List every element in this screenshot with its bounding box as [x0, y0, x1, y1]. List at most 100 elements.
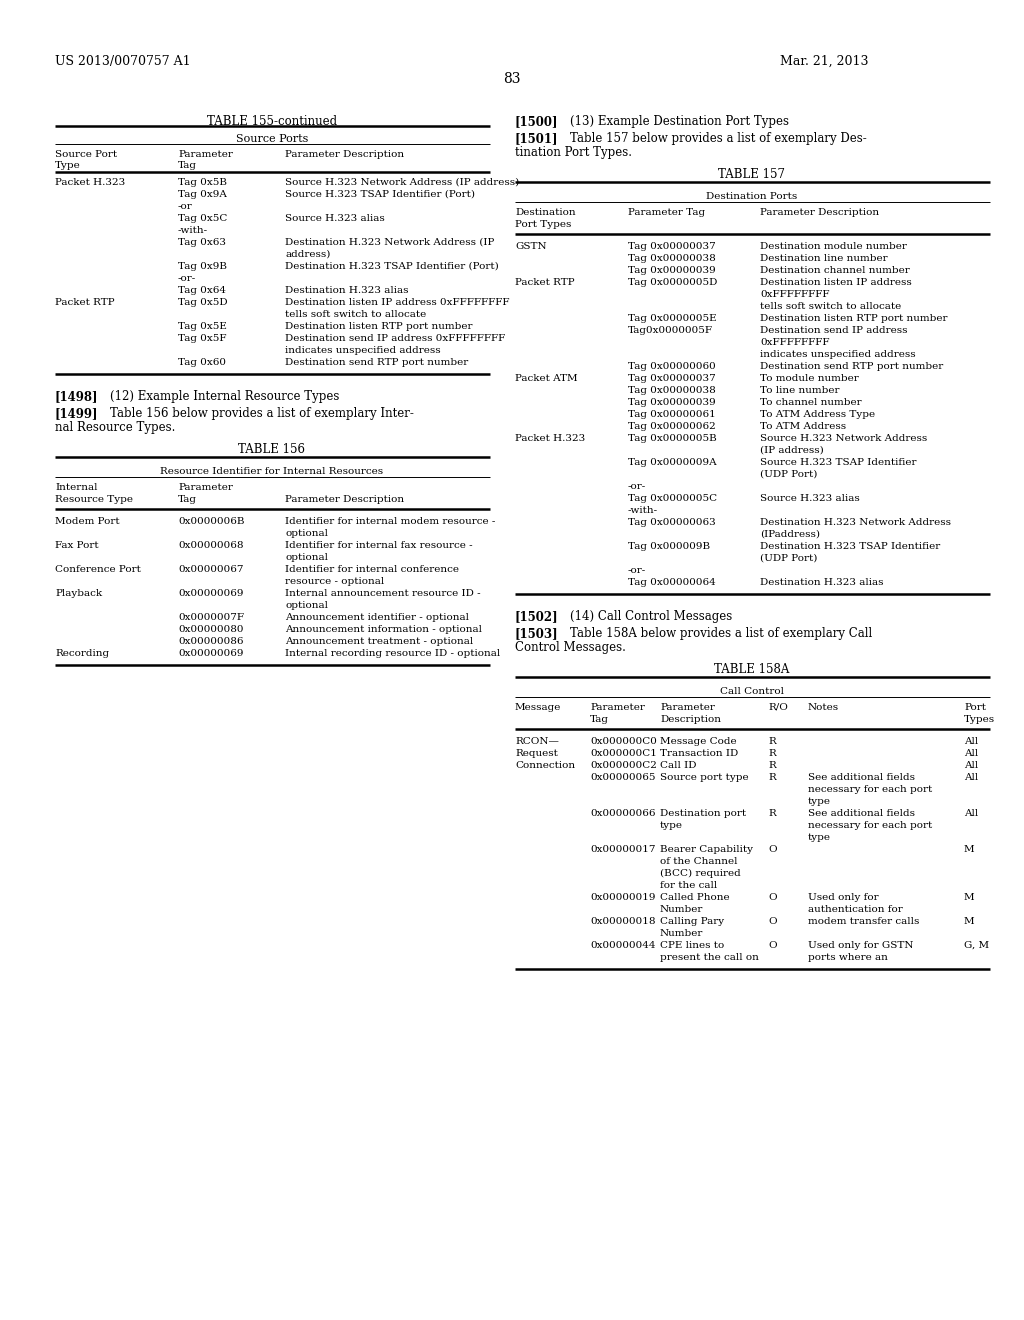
Text: Port Types: Port Types: [515, 220, 571, 228]
Text: Description: Description: [660, 715, 721, 723]
Text: (12) Example Internal Resource Types: (12) Example Internal Resource Types: [110, 389, 339, 403]
Text: Source H.323 TSAP Identifier (Port): Source H.323 TSAP Identifier (Port): [285, 190, 475, 199]
Text: Parameter: Parameter: [660, 704, 715, 711]
Text: All: All: [964, 762, 978, 770]
Text: Identifier for internal conference: Identifier for internal conference: [285, 565, 459, 574]
Text: Tag 0x5C: Tag 0x5C: [178, 214, 227, 223]
Text: [1501]: [1501]: [515, 132, 558, 145]
Text: Call Control: Call Control: [720, 686, 784, 696]
Text: R: R: [768, 762, 776, 770]
Text: Number: Number: [660, 906, 703, 913]
Text: Destination send IP address 0xFFFFFFFF: Destination send IP address 0xFFFFFFFF: [285, 334, 505, 343]
Text: 0x000000C1: 0x000000C1: [590, 748, 656, 758]
Text: Identifier for internal fax resource -: Identifier for internal fax resource -: [285, 541, 473, 550]
Text: Source H.323 alias: Source H.323 alias: [285, 214, 385, 223]
Text: Mar. 21, 2013: Mar. 21, 2013: [780, 55, 868, 69]
Text: To ATM Address Type: To ATM Address Type: [760, 411, 876, 418]
Text: Tag 0x64: Tag 0x64: [178, 286, 226, 294]
Text: Destination port: Destination port: [660, 809, 746, 818]
Text: Packet ATM: Packet ATM: [515, 374, 578, 383]
Text: optional: optional: [285, 529, 328, 539]
Text: M: M: [964, 845, 975, 854]
Text: Destination H.323 TSAP Identifier: Destination H.323 TSAP Identifier: [760, 543, 940, 550]
Text: tination Port Types.: tination Port Types.: [515, 147, 632, 158]
Text: Tag: Tag: [590, 715, 609, 723]
Text: Tag 0x63: Tag 0x63: [178, 238, 226, 247]
Text: Number: Number: [660, 929, 703, 939]
Text: O: O: [768, 845, 776, 854]
Text: 0x0000006B: 0x0000006B: [178, 517, 245, 525]
Text: Transaction ID: Transaction ID: [660, 748, 738, 758]
Text: Destination listen IP address: Destination listen IP address: [760, 279, 911, 286]
Text: Type: Type: [55, 161, 81, 170]
Text: 0x00000019: 0x00000019: [590, 894, 655, 902]
Text: Destination line number: Destination line number: [760, 253, 888, 263]
Text: Parameter: Parameter: [178, 483, 232, 492]
Text: Tag 0x0000009A: Tag 0x0000009A: [628, 458, 717, 467]
Text: Tag 0x00000037: Tag 0x00000037: [628, 374, 716, 383]
Text: present the call on: present the call on: [660, 953, 759, 962]
Text: 0x000000C0: 0x000000C0: [590, 737, 656, 746]
Text: 0x00000018: 0x00000018: [590, 917, 655, 927]
Text: Tag 0x00000038: Tag 0x00000038: [628, 253, 716, 263]
Text: 0x00000086: 0x00000086: [178, 638, 244, 645]
Text: of the Channel: of the Channel: [660, 857, 737, 866]
Text: 0x000000C2: 0x000000C2: [590, 762, 656, 770]
Text: Parameter Description: Parameter Description: [285, 150, 404, 158]
Text: O: O: [768, 941, 776, 950]
Text: Tag 0x00000060: Tag 0x00000060: [628, 362, 716, 371]
Text: [1498]: [1498]: [55, 389, 98, 403]
Text: To channel number: To channel number: [760, 399, 861, 407]
Text: Resource Type: Resource Type: [55, 495, 133, 504]
Text: type: type: [808, 833, 831, 842]
Text: [1499]: [1499]: [55, 407, 98, 420]
Text: 83: 83: [503, 73, 521, 86]
Text: ports where an: ports where an: [808, 953, 888, 962]
Text: O: O: [768, 894, 776, 902]
Text: Destination send RTP port number: Destination send RTP port number: [285, 358, 468, 367]
Text: Used only for: Used only for: [808, 894, 879, 902]
Text: (UDP Port): (UDP Port): [760, 470, 817, 479]
Text: Tag 0x00000038: Tag 0x00000038: [628, 385, 716, 395]
Text: (IPaddress): (IPaddress): [760, 531, 820, 539]
Text: Tag 0x5F: Tag 0x5F: [178, 334, 226, 343]
Text: 0x00000080: 0x00000080: [178, 624, 244, 634]
Text: 0xFFFFFFFF: 0xFFFFFFFF: [760, 290, 829, 300]
Text: All: All: [964, 809, 978, 818]
Text: Destination module number: Destination module number: [760, 242, 907, 251]
Text: type: type: [660, 821, 683, 830]
Text: Destination Ports: Destination Ports: [707, 191, 798, 201]
Text: Destination H.323 Network Address: Destination H.323 Network Address: [760, 517, 951, 527]
Text: Packet RTP: Packet RTP: [515, 279, 574, 286]
Text: nal Resource Types.: nal Resource Types.: [55, 421, 175, 434]
Text: 0x00000065: 0x00000065: [590, 774, 655, 781]
Text: Destination H.323 Network Address (IP: Destination H.323 Network Address (IP: [285, 238, 495, 247]
Text: GSTN: GSTN: [515, 242, 547, 251]
Text: tells soft switch to allocate: tells soft switch to allocate: [760, 302, 901, 312]
Text: TABLE 156: TABLE 156: [239, 444, 305, 455]
Text: Destination: Destination: [515, 209, 575, 216]
Text: Calling Pary: Calling Pary: [660, 917, 724, 927]
Text: Announcement information - optional: Announcement information - optional: [285, 624, 482, 634]
Text: Internal: Internal: [55, 483, 97, 492]
Text: Tag: Tag: [178, 161, 197, 170]
Text: R/O: R/O: [768, 704, 787, 711]
Text: Tag 0x00000039: Tag 0x00000039: [628, 267, 716, 275]
Text: Tag 0x00000039: Tag 0x00000039: [628, 399, 716, 407]
Text: Playback: Playback: [55, 589, 102, 598]
Text: Source H.323 Network Address (IP address): Source H.323 Network Address (IP address…: [285, 178, 519, 187]
Text: resource - optional: resource - optional: [285, 577, 384, 586]
Text: [1503]: [1503]: [515, 627, 559, 640]
Text: Parameter Description: Parameter Description: [285, 495, 404, 504]
Text: [1502]: [1502]: [515, 610, 559, 623]
Text: US 2013/0070757 A1: US 2013/0070757 A1: [55, 55, 190, 69]
Text: R: R: [768, 809, 776, 818]
Text: Types: Types: [964, 715, 995, 723]
Text: RCON—: RCON—: [515, 737, 559, 746]
Text: -with-: -with-: [178, 226, 208, 235]
Text: Source port type: Source port type: [660, 774, 749, 781]
Text: Notes: Notes: [808, 704, 839, 711]
Text: for the call: for the call: [660, 880, 717, 890]
Text: address): address): [285, 249, 331, 259]
Text: indicates unspecified address: indicates unspecified address: [760, 350, 915, 359]
